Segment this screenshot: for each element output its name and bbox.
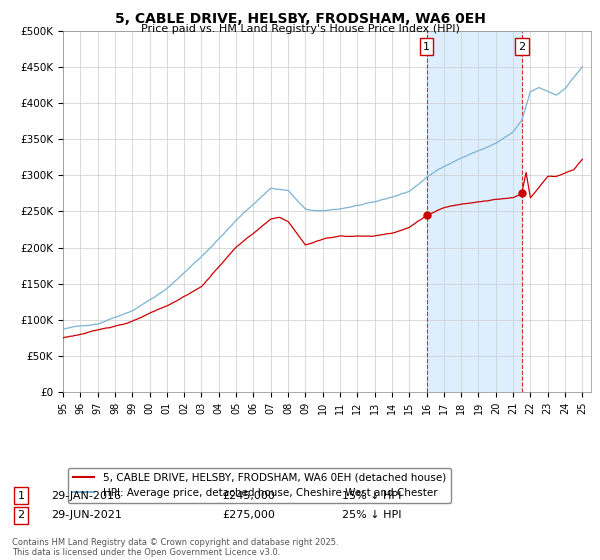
Text: £245,000: £245,000 bbox=[222, 491, 275, 501]
Text: Price paid vs. HM Land Registry's House Price Index (HPI): Price paid vs. HM Land Registry's House … bbox=[140, 24, 460, 34]
Text: 1: 1 bbox=[17, 491, 25, 501]
Bar bbox=[427, 31, 522, 392]
Text: 5, CABLE DRIVE, HELSBY, FRODSHAM, WA6 0EH: 5, CABLE DRIVE, HELSBY, FRODSHAM, WA6 0E… bbox=[115, 12, 485, 26]
Text: Contains HM Land Registry data © Crown copyright and database right 2025.
This d: Contains HM Land Registry data © Crown c… bbox=[12, 538, 338, 557]
Text: 15% ↓ HPI: 15% ↓ HPI bbox=[342, 491, 401, 501]
Legend: 5, CABLE DRIVE, HELSBY, FRODSHAM, WA6 0EH (detached house), HPI: Average price, : 5, CABLE DRIVE, HELSBY, FRODSHAM, WA6 0E… bbox=[68, 468, 451, 503]
Text: 29-JUN-2021: 29-JUN-2021 bbox=[51, 510, 122, 520]
Text: 1: 1 bbox=[423, 41, 430, 52]
Text: 2: 2 bbox=[518, 41, 526, 52]
Text: £275,000: £275,000 bbox=[222, 510, 275, 520]
Text: 25% ↓ HPI: 25% ↓ HPI bbox=[342, 510, 401, 520]
Text: 29-JAN-2016: 29-JAN-2016 bbox=[51, 491, 121, 501]
Text: 2: 2 bbox=[17, 510, 25, 520]
